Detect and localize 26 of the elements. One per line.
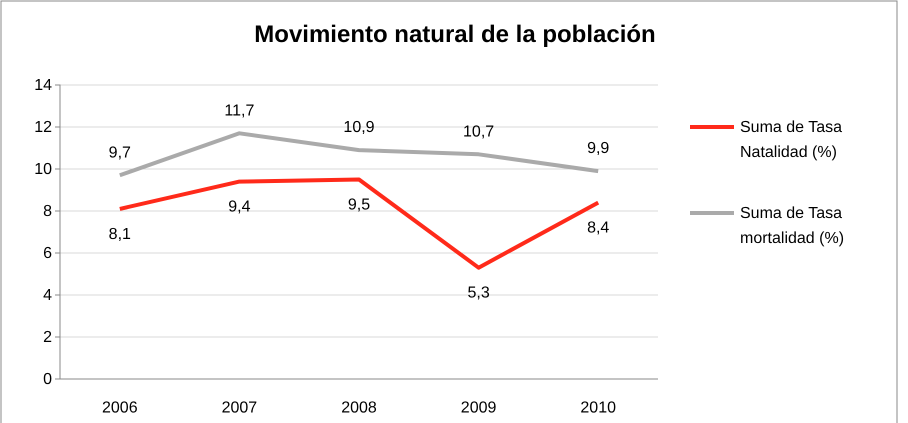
data-label: 10,7 (463, 123, 494, 140)
x-tick-label: 2008 (341, 399, 377, 416)
chart-title: Movimiento natural de la población (254, 21, 656, 48)
y-tick-label: 14 (34, 77, 52, 94)
x-tick-label: 2009 (460, 399, 496, 416)
data-label: 9,4 (228, 198, 251, 216)
y-tick-label: 10 (34, 161, 52, 178)
data-label: 9,7 (108, 144, 132, 162)
x-tick-label: 2006 (102, 399, 138, 416)
legend-label: Suma de Tasa mortalidad (%) (740, 205, 844, 247)
data-label: 10,9 (343, 119, 375, 136)
data-label: 9,5 (348, 196, 370, 214)
y-tick-label: 8 (43, 203, 52, 220)
y-tick-label: 4 (43, 287, 52, 304)
data-label: 8,1 (108, 226, 132, 243)
data-label: 9,9 (587, 140, 610, 158)
y-tick-label: 6 (43, 245, 52, 262)
data-label: 5,3 (467, 284, 490, 302)
x-tick-label: 2007 (222, 399, 258, 416)
x-tick-label: 2010 (580, 399, 616, 416)
data-label: 11,7 (224, 102, 254, 120)
data-label: 8,4 (587, 220, 610, 237)
y-tick-label: 2 (43, 329, 52, 346)
legend-label: Suma de Tasa Natalidad (%) (740, 119, 842, 161)
y-tick-label: 0 (43, 371, 52, 388)
y-tick-label: 12 (34, 119, 52, 136)
